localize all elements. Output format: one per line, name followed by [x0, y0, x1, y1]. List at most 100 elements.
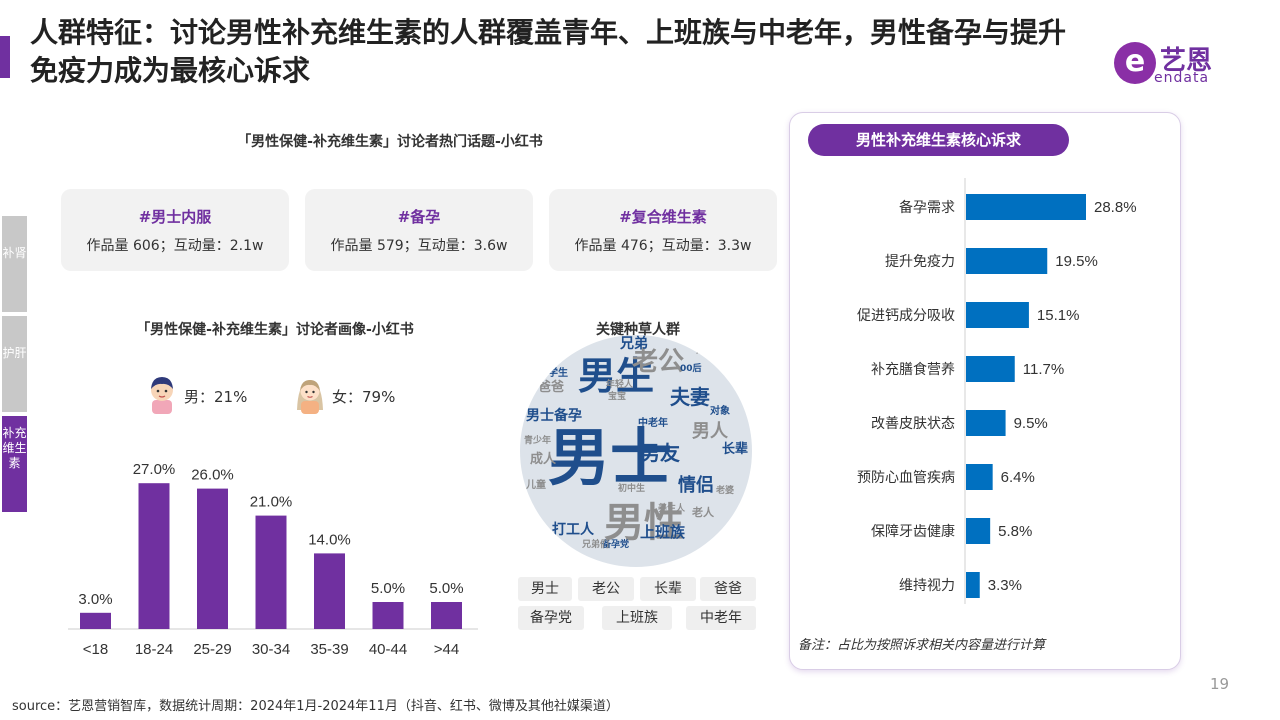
- title-accent-bar: [0, 36, 10, 78]
- demand-category-label: 提升免疫力: [885, 254, 955, 270]
- age-bar: [255, 515, 287, 629]
- wordcloud-word: 年轻人: [606, 380, 634, 390]
- age-bar-value: 3.0%: [78, 591, 112, 608]
- demand-bar: [966, 572, 980, 598]
- demand-bar-value: 19.5%: [1055, 253, 1098, 270]
- wordcloud-word: 上班族: [640, 523, 686, 541]
- demand-bar: [966, 356, 1015, 382]
- demand-bar: [966, 410, 1006, 436]
- logo-chinese-name: 艺恩: [1160, 46, 1213, 76]
- age-bar: [80, 612, 111, 629]
- demand-category-label: 维持视力: [899, 578, 955, 594]
- age-bar-value: 27.0%: [133, 461, 176, 478]
- endata-logo: e 艺恩 endata: [1114, 40, 1244, 88]
- demand-category-label: 备孕需求: [899, 199, 955, 216]
- demand-bar-value: 6.4%: [1001, 469, 1035, 486]
- male-avatar-icon: [151, 377, 173, 414]
- demand-bar-value: 11.7%: [1023, 361, 1064, 378]
- wordcloud-word: 宝宝: [608, 392, 627, 402]
- wordcloud-word: 爸爸: [538, 380, 565, 395]
- demand-panel-title: 男性补充维生素核心诉求: [808, 124, 1069, 156]
- wordcloud-word: 长辈: [722, 442, 749, 457]
- wordcloud-word: 养生人: [658, 504, 686, 514]
- data-source: source：艺恩营销智库，数据统计周期：2024年1月-2024年11月（抖音…: [12, 699, 619, 714]
- wordcloud-word: 男士: [548, 421, 673, 494]
- demand-bar-value: 9.5%: [1014, 415, 1048, 432]
- topic-card: #男士内服 作品量 606；互动量：2.1w: [61, 189, 289, 271]
- demand-category-label: 促进钙成分吸收: [857, 308, 955, 324]
- topic-tag: #复合维生素: [619, 208, 707, 226]
- demand-category-label: 预防心血管疾病: [857, 470, 955, 486]
- demand-category-label: 保障牙齿健康: [871, 523, 955, 540]
- wordcloud-word: 兄弟: [620, 336, 648, 352]
- wordcloud-word: 男士备孕: [526, 408, 582, 424]
- audience-chip: 男士: [518, 577, 572, 601]
- logo-mark: e: [1114, 42, 1156, 84]
- wordcloud-word: 00后: [680, 364, 702, 374]
- wordcloud-title: 关键种草人群: [596, 322, 680, 338]
- wordcloud-word: 对象: [710, 406, 730, 417]
- demand-bar-value: 15.1%: [1037, 307, 1080, 324]
- age-bar: [138, 483, 170, 629]
- age-bar-value: 5.0%: [371, 580, 405, 597]
- wordcloud-word: 男人: [692, 421, 728, 442]
- audience-chip: 老公: [578, 577, 634, 601]
- wordcloud-word: 中老年: [638, 418, 668, 429]
- keyword-wordcloud: 男士 男生 男性 老公 夫妻 男友 情侣 男人 男士备孕 上班族 打工人 兄弟 爸爸 成人 长辈 老人 中老年 学…: [520, 335, 752, 567]
- topic-stats: 作品量 476；互动量：3.3w: [574, 238, 752, 254]
- side-category-tabs: 补肾 护肝 补充维生素: [2, 216, 27, 516]
- topic-card: #复合维生素 作品量 476；互动量：3.3w: [549, 189, 777, 271]
- topic-tag: #备孕: [397, 208, 441, 226]
- demand-bar: [966, 194, 1086, 220]
- demand-note: 备注：占比为按照诉求相关内容量进行计算: [798, 638, 1046, 653]
- wordcloud-word: 成人: [530, 452, 557, 467]
- audience-chip: 长辈: [640, 577, 696, 601]
- wordcloud-word: 老人: [692, 506, 714, 519]
- page-number: 19: [1210, 675, 1230, 693]
- demand-bar-value: 5.8%: [998, 523, 1032, 540]
- portrait-title: 「男性保健-补充维生素」讨论者画像-小红书: [136, 322, 414, 338]
- topic-card: #备孕 作品量 579；互动量：3.6w: [305, 189, 533, 271]
- wordcloud-word: 兄弟们: [582, 540, 610, 550]
- age-bar-value: 5.0%: [429, 580, 463, 597]
- topic-stats: 作品量 606；互动量：2.1w: [86, 238, 264, 254]
- topic-stats: 作品量 579；互动量：3.6w: [330, 238, 508, 254]
- age-bar-value: 26.0%: [191, 467, 234, 484]
- side-tab-kidney[interactable]: 补肾: [2, 216, 27, 312]
- demand-bar: [966, 464, 993, 490]
- age-bar: [314, 553, 345, 629]
- demand-category-label: 改善皮肤状态: [871, 416, 955, 432]
- page-title: 人群特征：讨论男性补充维生素的人群覆盖青年、上班族与中老年，男性备孕与提升免疫力…: [30, 16, 1067, 87]
- female-ratio-label: 女：79%: [332, 388, 396, 406]
- wordcloud-word: 老公: [632, 347, 685, 377]
- age-tick-label: 25-29: [193, 641, 231, 658]
- wordcloud-word: 男性: [604, 500, 684, 546]
- wordcloud-word: 熬夜党: [696, 346, 724, 356]
- audience-chip: 爸爸: [700, 577, 756, 601]
- topic-tag: #男士内服: [138, 208, 212, 226]
- side-tab-vitamin[interactable]: 补充维生素: [2, 416, 27, 512]
- age-bar: [372, 602, 404, 629]
- topics-title: 「男性保健-补充维生素」讨论者热门话题-小红书: [237, 134, 543, 150]
- demand-category-label: 补充膳食营养: [871, 361, 955, 378]
- age-bar-value: 14.0%: [308, 531, 351, 548]
- demand-bar: [966, 518, 991, 544]
- audience-chip: 上班族: [602, 606, 672, 630]
- age-tick-label: <18: [83, 641, 108, 658]
- wordcloud-word: 学生: [548, 368, 568, 379]
- wordcloud-word: 男生: [578, 354, 655, 398]
- age-tick-label: 18-24: [135, 641, 173, 658]
- demand-bar: [966, 248, 1048, 274]
- wordcloud-word: 儿童: [526, 480, 546, 491]
- age-distribution-chart: 3.0% <18 27.0% 18-24 26.0% 25-29 21.0% 30-34 14.…: [68, 461, 478, 658]
- age-tick-label: 30-34: [252, 641, 290, 658]
- logo-english-name: endata: [1154, 70, 1210, 86]
- age-bar: [431, 602, 462, 629]
- age-tick-label: >44: [434, 641, 459, 658]
- age-bar-value: 21.0%: [250, 494, 293, 511]
- demand-bar-value: 3.3%: [988, 577, 1022, 594]
- wordcloud-word: 初中生: [618, 484, 646, 494]
- wordcloud-word: 情侣: [678, 475, 714, 496]
- side-tab-liver[interactable]: 护肝: [2, 316, 27, 412]
- core-demand-chart: 备孕需求 28.8% 提升免疫力 19.5% 促进钙成分吸收 15.1% 补充膳食营养 11.…: [857, 178, 1137, 604]
